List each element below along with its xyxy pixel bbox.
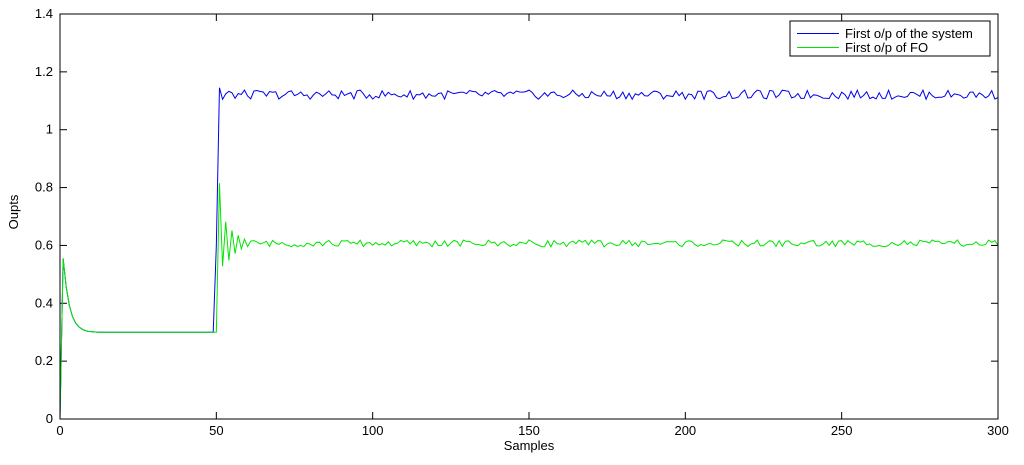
x-tick-label: 0 [56, 423, 63, 438]
x-tick-label: 100 [362, 423, 384, 438]
x-axis-label: Samples [504, 438, 555, 453]
legend: First o/p of the system First o/p of FO [789, 20, 991, 57]
y-tick-label: 0 [46, 411, 53, 426]
y-tick-label: 1.2 [35, 64, 53, 79]
plot-dynamic-content: 0 50 100 150 200 250 300 0 0.2 0.4 0.6 0.8 1 1.2 1.4 [35, 6, 1009, 438]
y-tick-label: 0.8 [35, 180, 53, 195]
y-tick-label: 1 [46, 122, 53, 137]
x-tick-label: 250 [831, 423, 853, 438]
series-line [59, 87, 999, 420]
series-line [59, 183, 999, 420]
y-tick-label: 0.6 [35, 237, 53, 252]
x-tick-label: 200 [674, 423, 696, 438]
x-tick-label: 300 [987, 423, 1009, 438]
y-tick-label: 1.4 [35, 6, 53, 21]
y-tick-label: 0.4 [35, 295, 53, 310]
legend-label-fo: First o/p of FO [845, 40, 928, 55]
legend-box [789, 20, 991, 57]
x-tick-label: 150 [518, 423, 540, 438]
y-tick-label: 0.2 [35, 353, 53, 368]
legend-label-system: First o/p of the system [845, 26, 973, 41]
y-axis-label: Oupts [6, 194, 21, 229]
axes-border [59, 13, 999, 420]
x-tick-label: 50 [209, 423, 223, 438]
